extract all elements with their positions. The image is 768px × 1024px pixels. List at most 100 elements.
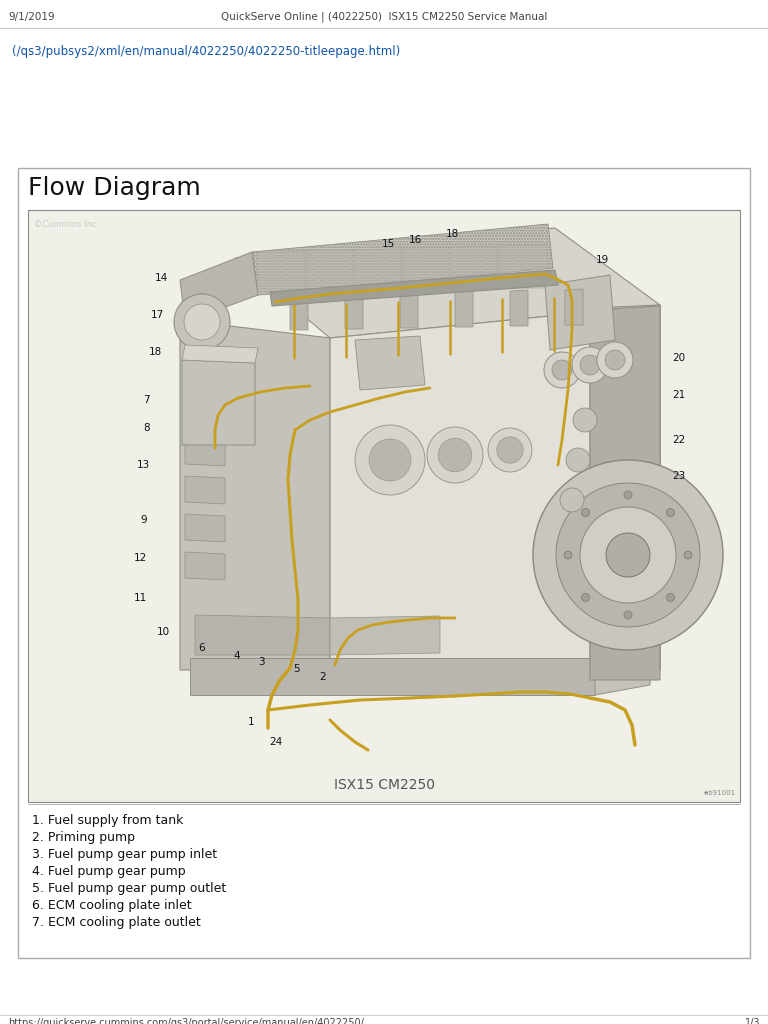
Polygon shape	[290, 294, 308, 330]
Polygon shape	[185, 514, 225, 542]
Circle shape	[174, 294, 230, 350]
Polygon shape	[595, 648, 650, 695]
Text: 1: 1	[247, 717, 254, 727]
Text: 5: 5	[293, 664, 300, 674]
Text: 3: 3	[258, 657, 265, 667]
Polygon shape	[190, 658, 595, 695]
Polygon shape	[355, 336, 425, 390]
Text: 22: 22	[672, 435, 685, 445]
Polygon shape	[400, 292, 418, 328]
Text: 19: 19	[596, 255, 609, 265]
Polygon shape	[401, 248, 452, 292]
Text: 7: 7	[144, 395, 150, 406]
Text: 21: 21	[672, 390, 685, 400]
Text: 11: 11	[134, 593, 147, 603]
Polygon shape	[185, 400, 225, 428]
Text: 3. Fuel pump gear pump inlet: 3. Fuel pump gear pump inlet	[32, 848, 217, 861]
FancyBboxPatch shape	[18, 168, 750, 958]
Polygon shape	[182, 360, 255, 445]
Text: (/qs3/pubsys2/xml/en/manual/4022250/4022250-titleepage.html): (/qs3/pubsys2/xml/en/manual/4022250/4022…	[12, 45, 400, 58]
Text: 18: 18	[149, 347, 162, 357]
Text: 4: 4	[233, 651, 240, 662]
Text: ISX15 CM2250: ISX15 CM2250	[333, 778, 435, 792]
Circle shape	[606, 534, 650, 577]
Circle shape	[580, 355, 600, 375]
Text: 18: 18	[445, 229, 458, 239]
Circle shape	[684, 551, 692, 559]
Text: 5. Fuel pump gear pump outlet: 5. Fuel pump gear pump outlet	[32, 882, 227, 895]
Text: 6. ECM cooling plate inlet: 6. ECM cooling plate inlet	[32, 899, 192, 912]
Circle shape	[564, 551, 572, 559]
Polygon shape	[180, 319, 330, 670]
Circle shape	[566, 449, 590, 472]
Polygon shape	[590, 306, 660, 680]
Circle shape	[560, 488, 584, 512]
Polygon shape	[449, 246, 500, 290]
Circle shape	[439, 438, 472, 472]
Text: 12: 12	[134, 553, 147, 563]
Polygon shape	[497, 245, 548, 289]
Text: QuickServe Online | (4022250)  ISX15 CM2250 Service Manual: QuickServe Online | (4022250) ISX15 CM22…	[221, 12, 547, 23]
Circle shape	[488, 428, 532, 472]
Circle shape	[581, 594, 590, 601]
Circle shape	[572, 347, 608, 383]
Circle shape	[667, 509, 674, 516]
Circle shape	[355, 425, 425, 495]
Polygon shape	[590, 305, 660, 670]
Text: 1/3: 1/3	[744, 1018, 760, 1024]
Polygon shape	[185, 438, 225, 466]
Circle shape	[624, 490, 632, 499]
Circle shape	[369, 439, 411, 481]
Text: ©Cummins Inc: ©Cummins Inc	[34, 220, 97, 229]
Text: Flow Diagram: Flow Diagram	[28, 176, 200, 200]
Circle shape	[580, 507, 676, 603]
Polygon shape	[252, 224, 553, 295]
Polygon shape	[182, 345, 258, 362]
Polygon shape	[330, 616, 440, 655]
Text: 6: 6	[198, 643, 205, 653]
Text: 4. Fuel pump gear pump: 4. Fuel pump gear pump	[32, 865, 186, 878]
Circle shape	[497, 437, 523, 463]
Text: 1. Fuel supply from tank: 1. Fuel supply from tank	[32, 814, 184, 827]
Text: 7. ECM cooling plate outlet: 7. ECM cooling plate outlet	[32, 916, 200, 929]
Polygon shape	[353, 249, 404, 293]
Circle shape	[573, 408, 597, 432]
Text: https://quickserve.cummins.com/qs3/portal/service/manual/en/4022250/: https://quickserve.cummins.com/qs3/porta…	[8, 1018, 364, 1024]
Polygon shape	[195, 615, 330, 655]
Text: 8: 8	[144, 423, 150, 433]
Polygon shape	[305, 250, 356, 294]
Text: 2. Priming pump: 2. Priming pump	[32, 831, 135, 844]
Text: 14: 14	[154, 273, 168, 283]
FancyBboxPatch shape	[28, 210, 740, 802]
Polygon shape	[235, 228, 660, 338]
Circle shape	[597, 342, 633, 378]
Polygon shape	[180, 252, 258, 322]
Polygon shape	[185, 476, 225, 504]
Text: 15: 15	[382, 239, 395, 249]
Text: 9/1/2019: 9/1/2019	[8, 12, 55, 22]
Polygon shape	[270, 270, 558, 306]
Text: 16: 16	[409, 234, 422, 245]
Circle shape	[184, 304, 220, 340]
Text: 20: 20	[672, 353, 685, 362]
Circle shape	[533, 460, 723, 650]
Circle shape	[427, 427, 483, 483]
Circle shape	[667, 594, 674, 601]
Circle shape	[556, 483, 700, 627]
Polygon shape	[510, 290, 528, 326]
Polygon shape	[565, 289, 583, 325]
Circle shape	[581, 509, 590, 516]
Text: 23: 23	[672, 471, 685, 481]
Circle shape	[624, 611, 632, 618]
Text: ★b91001: ★b91001	[703, 790, 736, 796]
Polygon shape	[185, 552, 225, 580]
Polygon shape	[257, 251, 308, 295]
Polygon shape	[345, 293, 363, 329]
Text: 13: 13	[137, 460, 150, 470]
Text: 9: 9	[141, 515, 147, 525]
Text: 10: 10	[157, 627, 170, 637]
Circle shape	[544, 352, 580, 388]
Polygon shape	[455, 291, 473, 327]
Polygon shape	[545, 275, 615, 350]
Text: 17: 17	[151, 310, 164, 319]
